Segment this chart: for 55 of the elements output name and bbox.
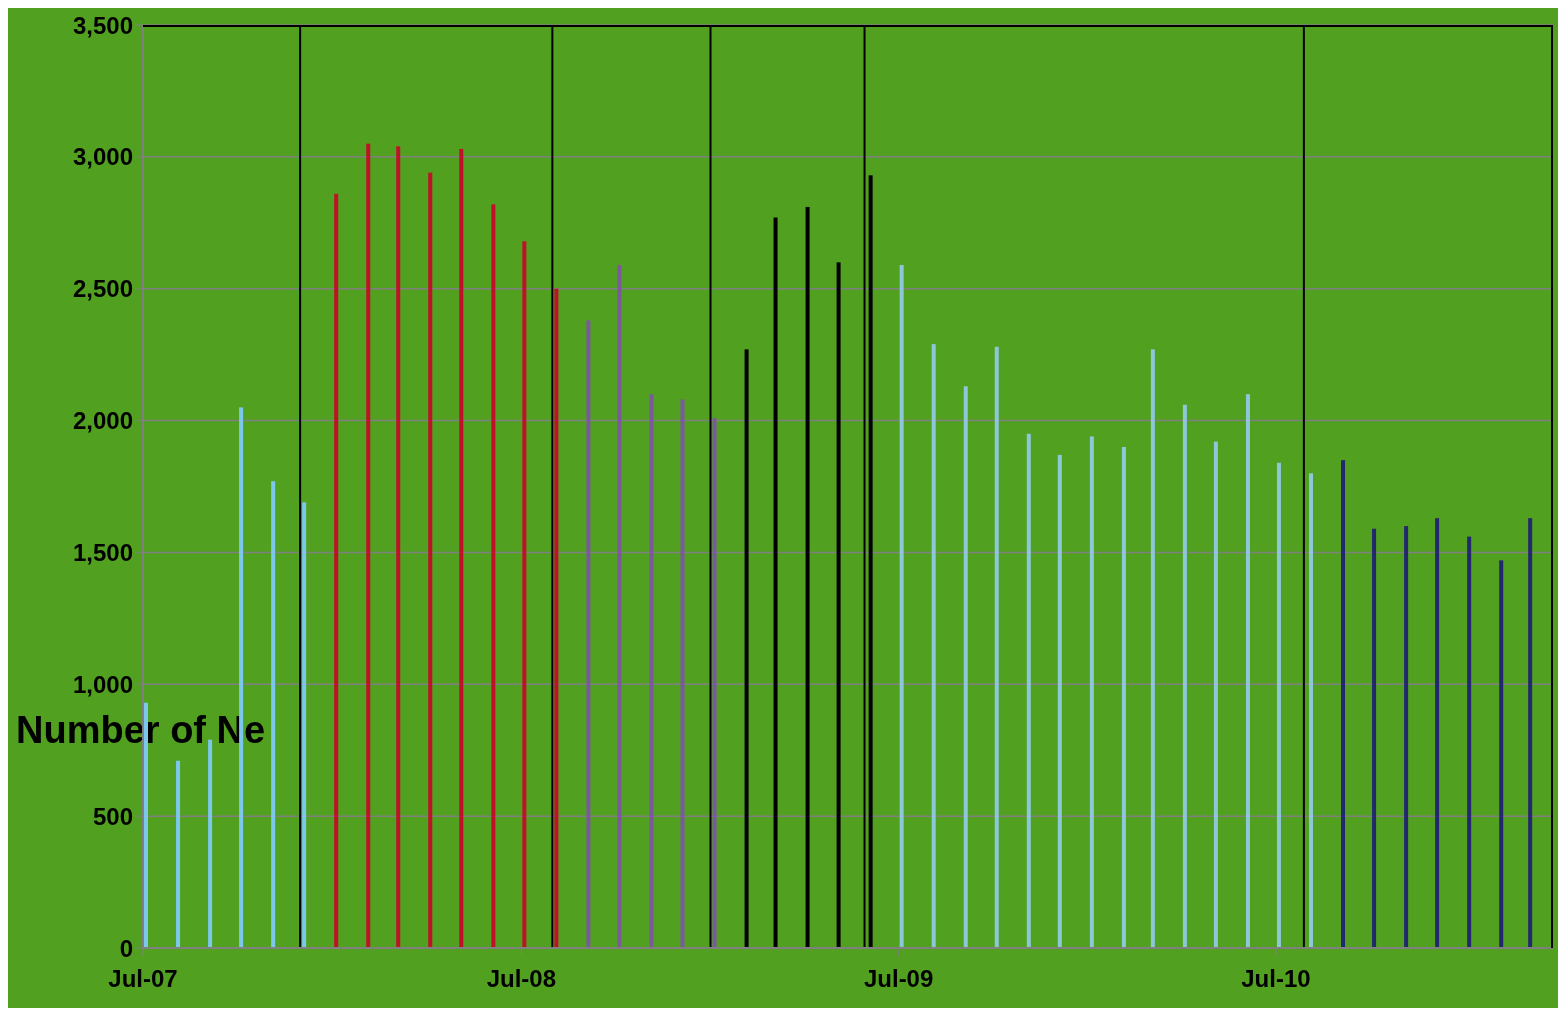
bar <box>1435 518 1440 948</box>
bar <box>1182 404 1187 948</box>
x-tick-label: Jul-10 <box>1241 965 1311 993</box>
bar <box>554 288 559 948</box>
bar <box>963 386 968 948</box>
bar <box>459 148 464 948</box>
bar <box>931 344 936 948</box>
bar <box>1309 473 1314 948</box>
y-tick-label: 3,000 <box>72 143 133 171</box>
bar <box>1341 460 1346 948</box>
bar <box>1528 518 1533 948</box>
bar <box>491 204 496 948</box>
bar <box>428 172 433 948</box>
bar <box>1404 526 1409 948</box>
bar <box>899 264 904 948</box>
bar <box>805 206 810 948</box>
bar <box>680 399 685 948</box>
y-tick-label: 1,500 <box>72 538 133 566</box>
bar <box>1150 349 1155 948</box>
y-tick-label: 1,000 <box>72 670 133 698</box>
bar <box>836 262 841 948</box>
bar <box>1467 536 1472 948</box>
bar <box>271 481 276 948</box>
bar <box>176 760 181 948</box>
bar <box>994 346 999 948</box>
bar <box>1026 433 1031 948</box>
bar <box>334 193 339 948</box>
bar <box>366 143 371 948</box>
bar <box>396 146 401 948</box>
bar <box>649 394 654 948</box>
y-tick-label: 2,000 <box>72 407 133 435</box>
x-tick-label: Jul-07 <box>108 965 178 993</box>
bar <box>1499 560 1504 948</box>
bar <box>1276 462 1281 948</box>
bar <box>208 739 213 948</box>
bar <box>302 502 307 948</box>
bar <box>1089 436 1094 948</box>
bar <box>868 175 873 948</box>
y-tick-label: 3,500 <box>72 11 133 39</box>
bar <box>744 349 749 948</box>
bar <box>617 264 622 948</box>
x-tick-label: Jul-09 <box>863 965 934 993</box>
bar <box>1121 446 1126 948</box>
y-tick-label: 0 <box>119 934 133 962</box>
x-tick-label: Jul-08 <box>486 965 557 993</box>
bar <box>522 241 527 948</box>
bar <box>773 217 778 948</box>
bar <box>586 320 591 948</box>
y-tick-label: 500 <box>92 802 133 830</box>
bar <box>1372 528 1377 948</box>
y-tick-label: 2,500 <box>72 275 133 303</box>
bar <box>712 417 717 948</box>
bar <box>1213 441 1218 948</box>
bar <box>1245 394 1250 948</box>
bar <box>1057 454 1062 948</box>
